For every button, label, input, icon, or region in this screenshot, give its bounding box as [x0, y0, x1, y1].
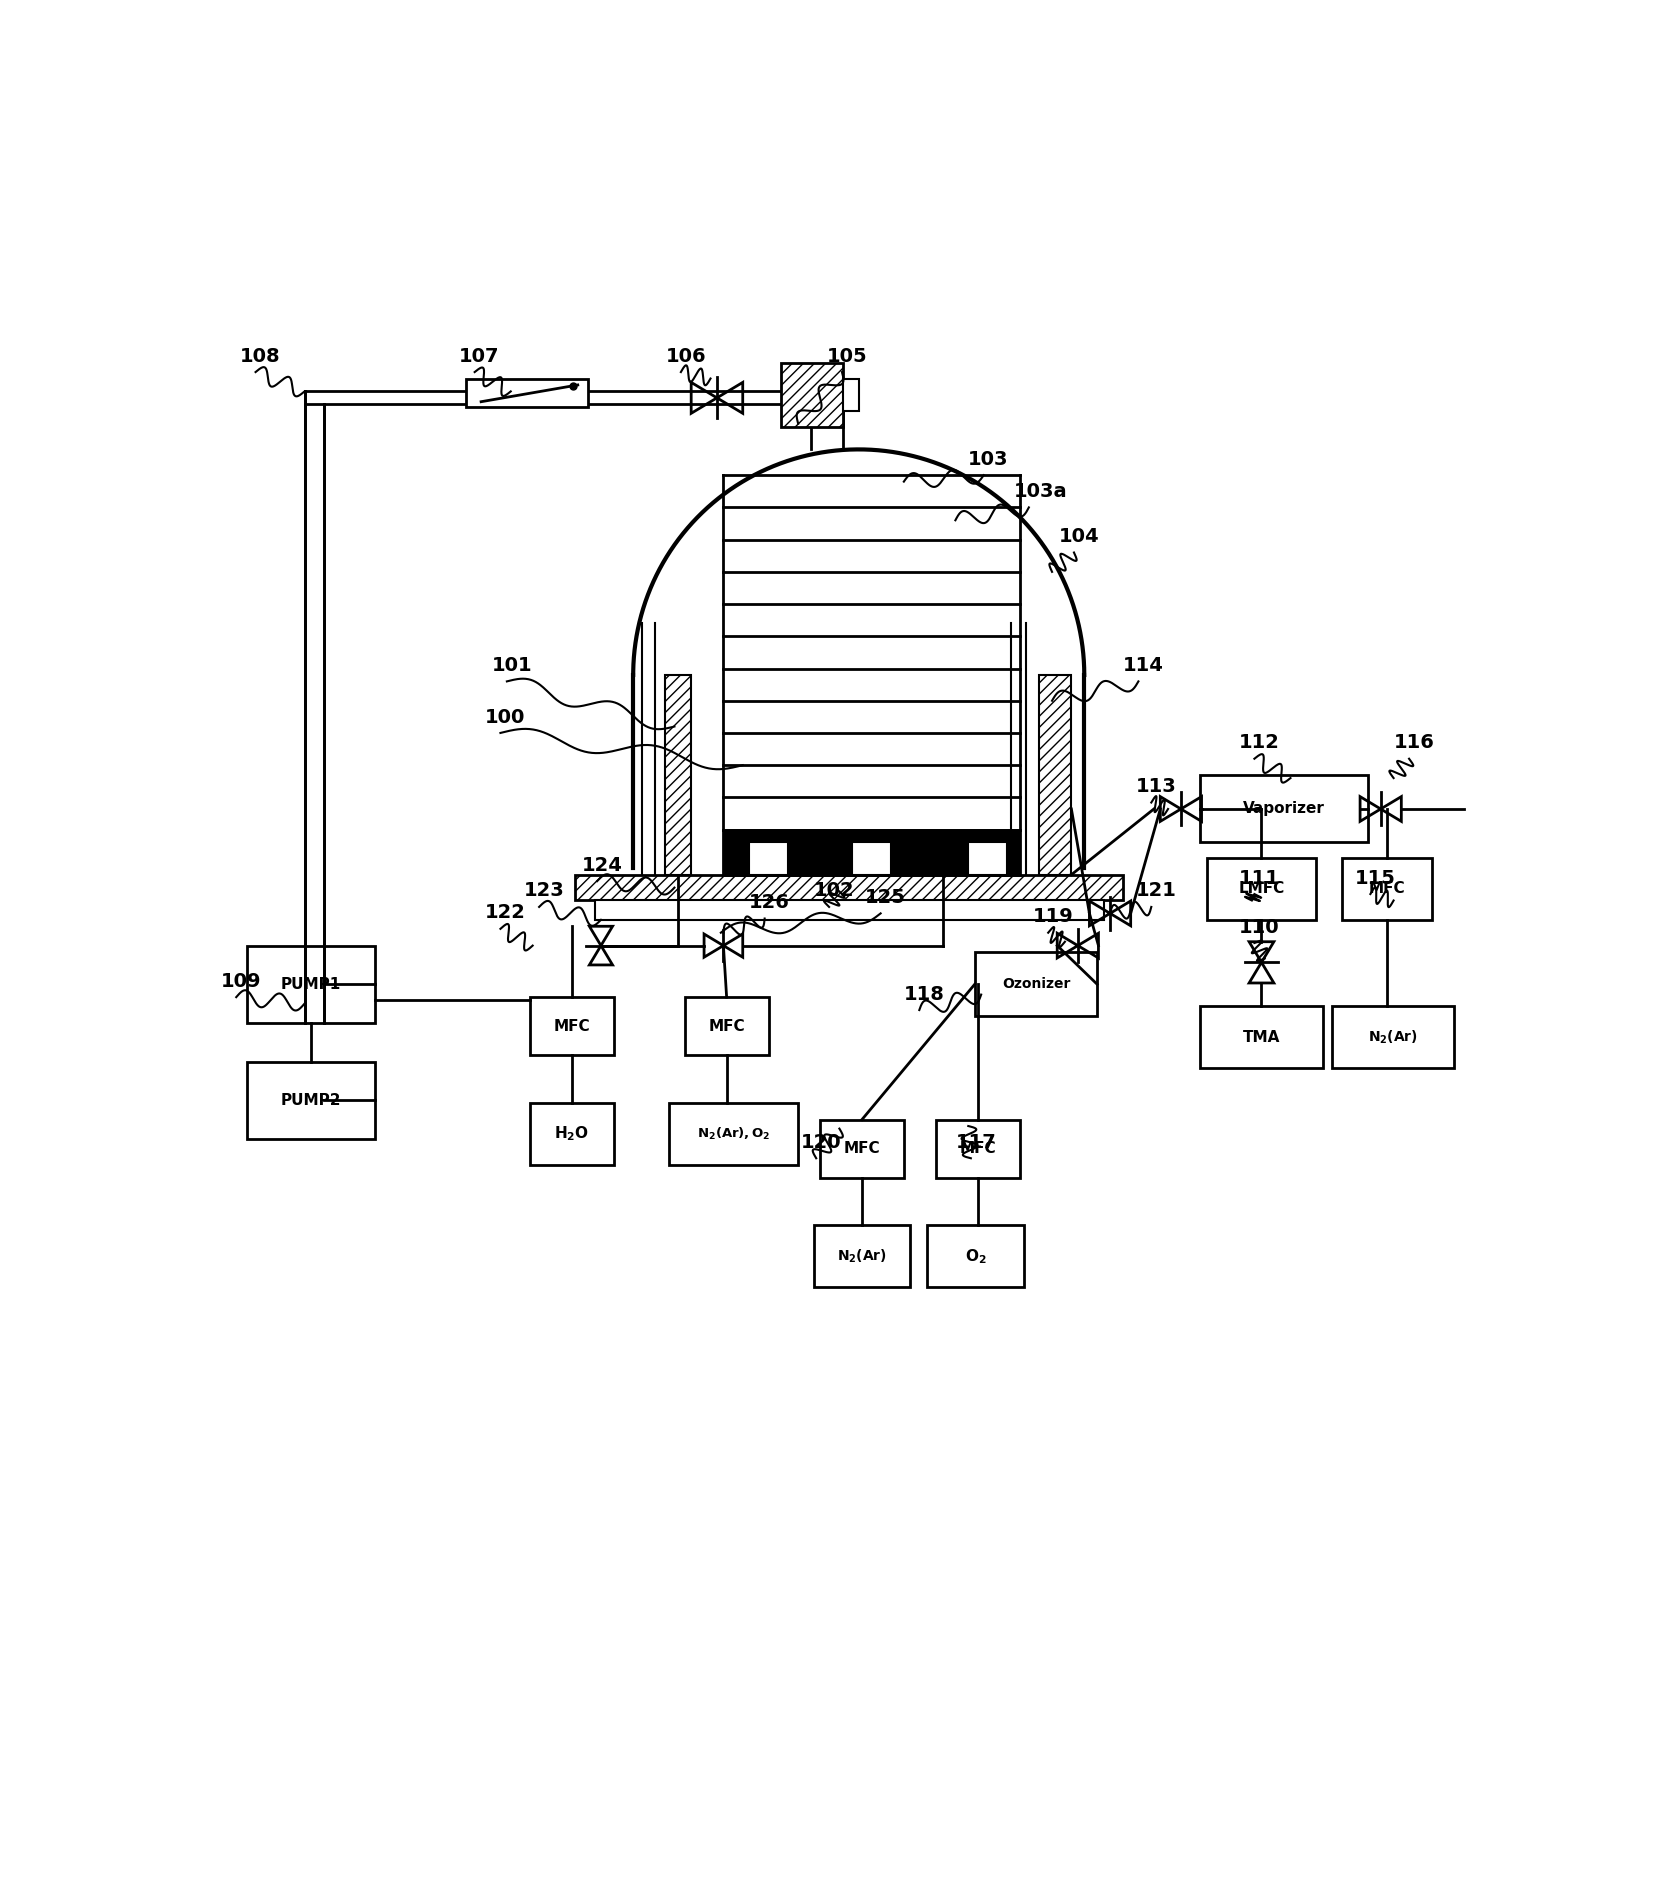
Text: Vaporizer: Vaporizer: [1244, 801, 1325, 816]
Text: 112: 112: [1239, 733, 1281, 752]
Text: $\mathbf{H_2O}$: $\mathbf{H_2O}$: [554, 1124, 589, 1143]
Text: 103a: 103a: [1013, 482, 1068, 501]
Text: MFC: MFC: [960, 1141, 996, 1156]
Text: 122: 122: [486, 903, 526, 922]
Bar: [723, 829, 1019, 875]
Bar: [685, 996, 768, 1055]
Text: 120: 120: [802, 1133, 841, 1152]
Bar: [926, 1226, 1024, 1287]
Bar: [665, 676, 692, 875]
Text: MFC: MFC: [1369, 881, 1405, 896]
Bar: [968, 843, 1008, 875]
Bar: [820, 1120, 905, 1177]
Bar: [1207, 858, 1317, 921]
Bar: [975, 953, 1098, 1017]
Bar: [246, 945, 376, 1023]
Bar: [936, 1120, 1019, 1177]
Text: Ozonizer: Ozonizer: [1001, 977, 1069, 991]
Text: 117: 117: [955, 1133, 996, 1152]
Text: 125: 125: [865, 888, 906, 907]
Text: 114: 114: [1123, 657, 1164, 676]
Bar: [853, 843, 891, 875]
Bar: [246, 1061, 376, 1139]
Text: 118: 118: [905, 985, 945, 1004]
Bar: [466, 378, 589, 406]
Text: 113: 113: [1136, 776, 1177, 795]
Bar: [530, 1103, 614, 1165]
Bar: [782, 363, 843, 427]
Text: $\mathbf{N_2(Ar), O_2}$: $\mathbf{N_2(Ar), O_2}$: [697, 1126, 770, 1143]
Text: 103: 103: [968, 450, 1009, 469]
Text: 104: 104: [1059, 528, 1099, 547]
Text: MFC: MFC: [708, 1019, 745, 1034]
Text: 107: 107: [459, 347, 499, 366]
Text: 115: 115: [1355, 869, 1395, 888]
Text: $\mathbf{N_2(Ar)}$: $\mathbf{N_2(Ar)}$: [1369, 1029, 1419, 1046]
Text: 123: 123: [524, 881, 564, 900]
Text: 116: 116: [1394, 733, 1435, 752]
Bar: [530, 996, 614, 1055]
Bar: [813, 1226, 910, 1287]
Bar: [1332, 1006, 1453, 1069]
Text: 102: 102: [813, 881, 855, 900]
Text: $\mathbf{O_2}$: $\mathbf{O_2}$: [965, 1247, 986, 1266]
Text: MFC: MFC: [554, 1019, 590, 1034]
Text: 105: 105: [827, 347, 866, 366]
Text: 111: 111: [1239, 869, 1281, 888]
Bar: [1201, 776, 1369, 843]
Text: 110: 110: [1239, 917, 1279, 936]
Bar: [1039, 676, 1071, 875]
Text: LMFC: LMFC: [1239, 881, 1284, 896]
Bar: [1342, 858, 1432, 921]
Bar: [1201, 1006, 1322, 1069]
Text: 108: 108: [239, 347, 281, 366]
Text: PUMP2: PUMP2: [281, 1093, 341, 1108]
Text: 109: 109: [221, 972, 261, 991]
Text: PUMP1: PUMP1: [281, 977, 341, 993]
Text: 126: 126: [748, 894, 790, 913]
Text: 101: 101: [492, 657, 532, 676]
Text: 119: 119: [1033, 907, 1074, 926]
Bar: [575, 875, 1123, 900]
Bar: [843, 380, 858, 412]
Bar: [748, 843, 788, 875]
Text: TMA: TMA: [1242, 1029, 1281, 1044]
Text: 106: 106: [665, 347, 707, 366]
Bar: [595, 900, 1104, 921]
Text: 124: 124: [582, 856, 622, 875]
Text: $\mathbf{N_2(Ar)}$: $\mathbf{N_2(Ar)}$: [836, 1247, 886, 1264]
Text: 100: 100: [486, 708, 526, 727]
Text: MFC: MFC: [843, 1141, 880, 1156]
Text: 121: 121: [1136, 881, 1177, 900]
Bar: [669, 1103, 798, 1165]
